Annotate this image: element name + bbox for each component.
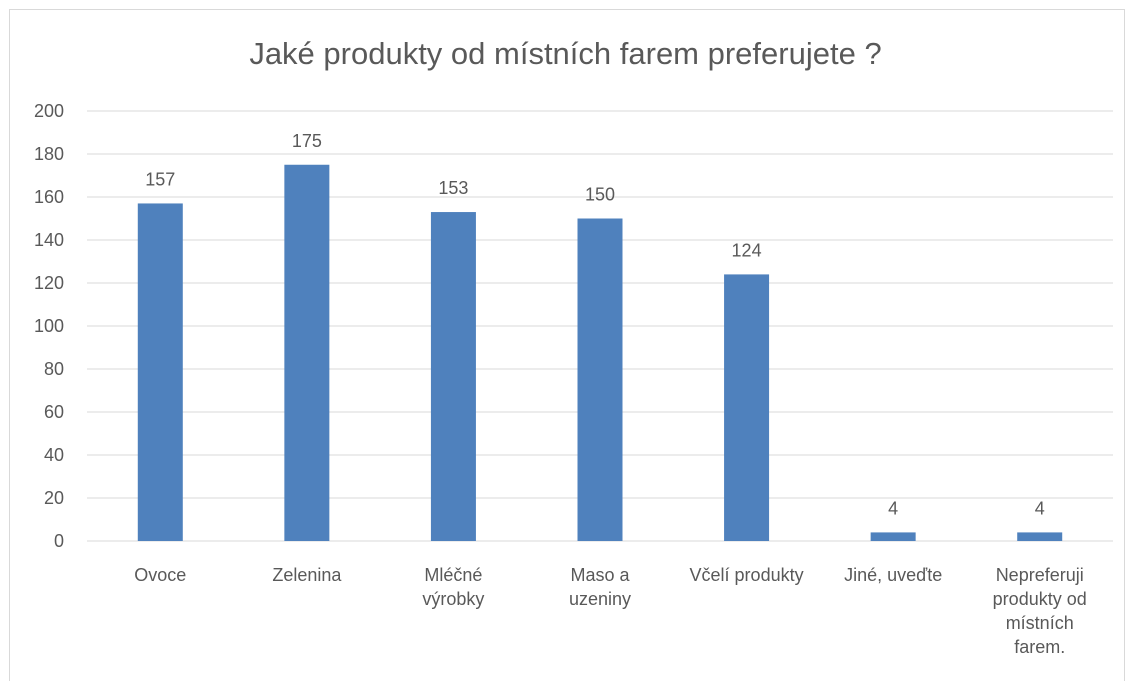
- bar: [724, 274, 770, 541]
- y-tick-label: 0: [54, 531, 64, 551]
- data-label: 150: [585, 185, 615, 205]
- data-label: 4: [888, 498, 898, 518]
- x-tick-label: Maso a: [570, 565, 630, 585]
- x-tick-label: uzeniny: [569, 589, 631, 609]
- chart-frame: [9, 9, 1125, 681]
- y-tick-label: 80: [44, 359, 64, 379]
- y-tick-label: 200: [34, 101, 64, 121]
- y-tick-label: 100: [34, 316, 64, 336]
- y-tick-label: 120: [34, 273, 64, 293]
- bar: [870, 532, 916, 541]
- y-tick-label: 180: [34, 144, 64, 164]
- x-tick-label: Mléčné: [424, 565, 482, 585]
- y-tick-label: 60: [44, 402, 64, 422]
- y-tick-label: 40: [44, 445, 64, 465]
- data-label: 153: [438, 178, 468, 198]
- x-tick-label: místních: [1006, 613, 1074, 633]
- x-tick-label: výrobky: [422, 589, 484, 609]
- x-tick-label: Včelí produkty: [690, 565, 804, 585]
- y-tick-label: 160: [34, 187, 64, 207]
- bar: [284, 164, 330, 541]
- data-label: 124: [732, 240, 762, 260]
- x-tick-label: Ovoce: [134, 565, 186, 585]
- data-label: 157: [145, 169, 175, 189]
- data-label: 4: [1035, 498, 1045, 518]
- chart-title: Jaké produkty od místních farem preferuj…: [249, 36, 882, 71]
- x-tick-label: farem.: [1014, 637, 1065, 657]
- bar: [577, 218, 623, 541]
- x-tick-label: Zelenina: [272, 565, 342, 585]
- bar: [1017, 532, 1063, 541]
- bar: [137, 203, 183, 541]
- data-label: 175: [292, 131, 322, 151]
- x-tick-label: Nepreferuji: [996, 565, 1084, 585]
- x-tick-label: produkty od: [993, 589, 1087, 609]
- y-tick-label: 20: [44, 488, 64, 508]
- x-tick-label: Jiné, uveďte: [844, 565, 942, 585]
- y-tick-label: 140: [34, 230, 64, 250]
- bar: [430, 212, 476, 542]
